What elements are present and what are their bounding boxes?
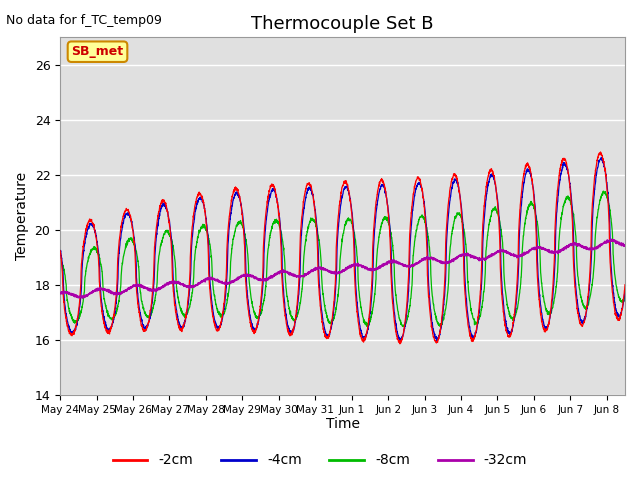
Text: SB_met: SB_met (72, 45, 124, 58)
Legend: -2cm, -4cm, -8cm, -32cm: -2cm, -4cm, -8cm, -32cm (107, 448, 533, 473)
Title: Thermocouple Set B: Thermocouple Set B (252, 15, 434, 33)
Y-axis label: Temperature: Temperature (15, 172, 29, 260)
X-axis label: Time: Time (326, 418, 360, 432)
Text: No data for f_TC_temp09: No data for f_TC_temp09 (6, 14, 163, 27)
